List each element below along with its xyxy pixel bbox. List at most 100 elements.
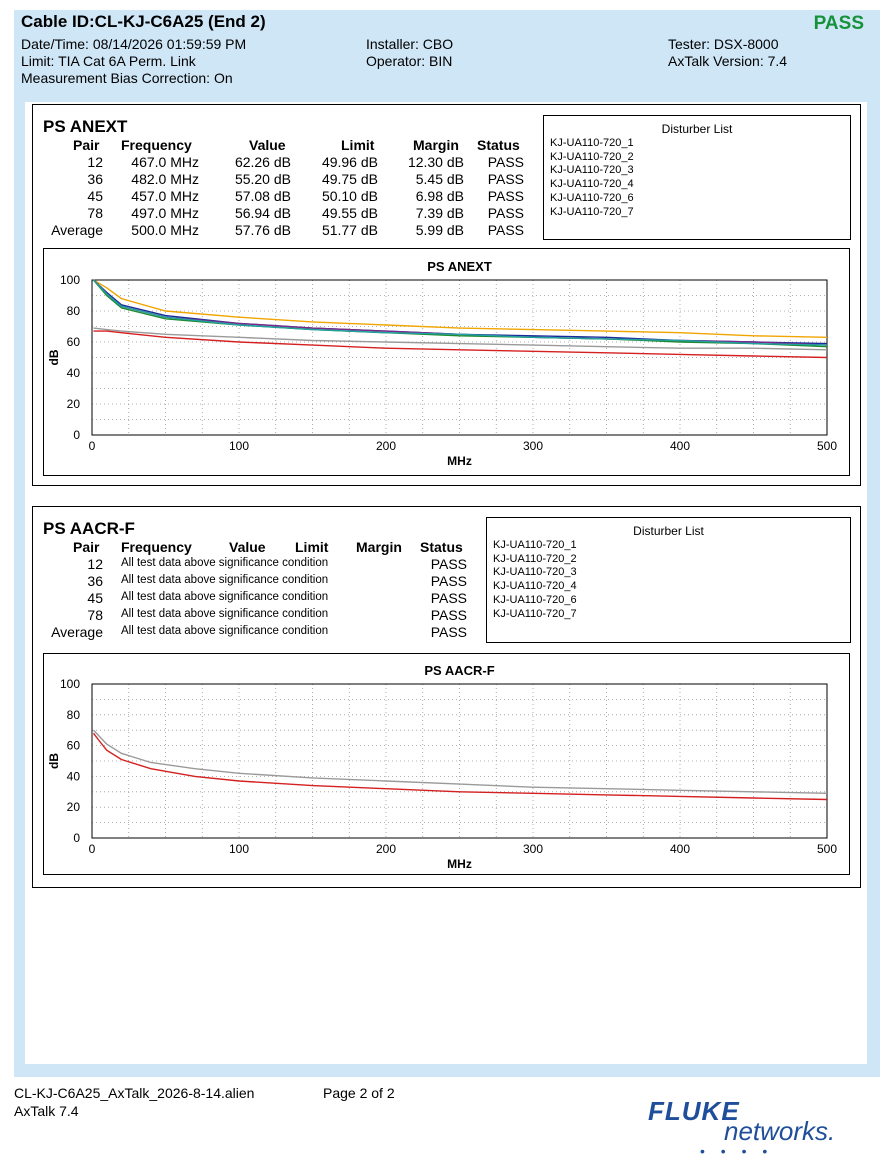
cell-margin: 7.39 dB bbox=[415, 205, 464, 221]
cell-status: PASS bbox=[430, 556, 467, 572]
cell-pair: 36 bbox=[87, 573, 103, 589]
cell-pair: 12 bbox=[87, 154, 103, 170]
cell-limit: 49.55 dB bbox=[321, 205, 378, 221]
x-tick-label: 400 bbox=[670, 842, 690, 856]
chart-grid bbox=[92, 684, 827, 838]
cell-value: 57.08 dB bbox=[234, 188, 291, 204]
cell-value: 55.20 dB bbox=[234, 171, 291, 187]
cell-margin: 5.45 dB bbox=[415, 171, 464, 187]
disturber-item: KJ-UA110-720_2 bbox=[493, 552, 577, 565]
cell-freq: 500.0 MHz bbox=[131, 222, 199, 238]
series-line bbox=[92, 279, 828, 346]
x-tick-label: 500 bbox=[817, 842, 837, 856]
disturber-item: KJ-UA110-720_6 bbox=[550, 191, 634, 204]
y-tick-label: 100 bbox=[60, 273, 80, 287]
cable-id-title: Cable ID:CL-KJ-C6A25 (End 2) bbox=[21, 12, 266, 31]
cell-status: PASS bbox=[430, 607, 467, 623]
col-frequency: Frequency bbox=[121, 539, 192, 555]
series-line bbox=[92, 732, 828, 801]
col-limit: Limit bbox=[295, 539, 329, 555]
col-value: Value bbox=[249, 137, 286, 153]
y-tick-label: 80 bbox=[67, 708, 81, 722]
col-pair: Pair bbox=[73, 137, 100, 153]
cell-status: PASS bbox=[487, 171, 524, 187]
anext-disturber-list: Disturber List KJ-UA110-720_1 KJ-UA110-72… bbox=[543, 115, 851, 240]
limit-label: Limit: TIA Cat 6A Perm. Link bbox=[21, 53, 196, 69]
cell-freq: 457.0 MHz bbox=[131, 188, 199, 204]
col-status: Status bbox=[477, 137, 520, 153]
cell-note: All test data above significance conditi… bbox=[121, 591, 329, 603]
cell-status: PASS bbox=[430, 573, 467, 589]
cell-status: PASS bbox=[487, 188, 524, 204]
cell-freq: 482.0 MHz bbox=[131, 171, 199, 187]
operator-label: Operator: BIN bbox=[366, 53, 453, 69]
disturber-item: KJ-UA110-720_4 bbox=[550, 178, 634, 191]
x-axis-label: MHz bbox=[447, 857, 472, 871]
x-tick-label: 200 bbox=[376, 439, 396, 453]
fluke-logo-text: FLUKE bbox=[648, 1096, 740, 1126]
cell-pair: 78 bbox=[87, 205, 103, 221]
y-tick-label: 0 bbox=[73, 831, 80, 845]
axtalk-version-label: AxTalk Version: 7.4 bbox=[668, 53, 788, 69]
cell-pair: 78 bbox=[87, 607, 103, 623]
y-tick-label: 60 bbox=[67, 335, 81, 349]
x-tick-label: 200 bbox=[376, 842, 396, 856]
y-tick-label: 100 bbox=[60, 677, 80, 691]
tester-label: Tester: DSX-8000 bbox=[668, 36, 779, 52]
aacr-panel: PS AACR-F Pair Frequency Value Limit Mar… bbox=[32, 506, 861, 888]
cell-note: All test data above significance conditi… bbox=[121, 574, 329, 586]
disturber-item: KJ-UA110-720_4 bbox=[493, 580, 577, 593]
disturber-item: KJ-UA110-720_2 bbox=[550, 150, 634, 163]
cell-status: PASS bbox=[487, 222, 524, 238]
x-tick-label: 0 bbox=[89, 842, 96, 856]
cell-value: 57.76 dB bbox=[234, 222, 291, 238]
cell-margin: 12.30 dB bbox=[407, 154, 464, 170]
overall-result-badge: PASS bbox=[813, 13, 864, 34]
installer-label: Installer: CBO bbox=[366, 36, 454, 52]
x-tick-label: 0 bbox=[89, 439, 96, 453]
cell-status: PASS bbox=[487, 205, 524, 221]
cell-pair: 45 bbox=[87, 590, 103, 606]
series-line bbox=[92, 729, 828, 794]
aacr-title: PS AACR-F bbox=[43, 519, 135, 538]
cell-pair: Average bbox=[51, 222, 103, 238]
cell-limit: 49.96 dB bbox=[321, 154, 378, 170]
y-axis-label: dB bbox=[47, 349, 61, 365]
col-margin: Margin bbox=[413, 137, 459, 153]
col-value: Value bbox=[229, 539, 266, 555]
y-tick-label: 40 bbox=[67, 366, 81, 380]
y-tick-label: 40 bbox=[67, 769, 81, 783]
y-tick-label: 80 bbox=[67, 304, 81, 318]
disturber-list-title: Disturber List bbox=[661, 122, 733, 136]
y-tick-label: 20 bbox=[67, 397, 81, 411]
cell-freq: 497.0 MHz bbox=[131, 205, 199, 221]
chart-title: PS ANEXT bbox=[427, 259, 492, 274]
cell-limit: 50.10 dB bbox=[321, 188, 378, 204]
y-tick-label: 0 bbox=[73, 428, 80, 442]
cell-note: All test data above significance conditi… bbox=[121, 557, 329, 569]
x-tick-label: 300 bbox=[523, 842, 543, 856]
disturber-item: KJ-UA110-720_1 bbox=[550, 137, 634, 149]
cell-pair: Average bbox=[51, 624, 103, 640]
anext-title: PS ANEXT bbox=[43, 117, 128, 136]
x-axis-label: MHz bbox=[447, 454, 472, 468]
x-tick-label: 100 bbox=[229, 439, 249, 453]
cell-status: PASS bbox=[487, 154, 524, 170]
bias-label: Measurement Bias Correction: On bbox=[21, 70, 233, 86]
disturber-item: KJ-UA110-720_3 bbox=[550, 164, 634, 177]
cell-margin: 5.99 dB bbox=[415, 222, 464, 238]
cell-pair: 12 bbox=[87, 556, 103, 572]
x-tick-label: 400 bbox=[670, 439, 690, 453]
disturber-item: KJ-UA110-720_1 bbox=[493, 539, 577, 551]
x-tick-label: 300 bbox=[523, 439, 543, 453]
cell-note: All test data above significance conditi… bbox=[121, 608, 329, 620]
footer-page-number: Page 2 of 2 bbox=[323, 1085, 395, 1101]
disturber-item: KJ-UA110-720_7 bbox=[493, 607, 577, 620]
cell-freq: 467.0 MHz bbox=[131, 154, 199, 170]
anext-chart-svg: PS ANEXT 0 20 40 60 80 100 0 100 200 300 400 500 MHz d… bbox=[47, 259, 837, 468]
col-margin: Margin bbox=[356, 539, 402, 555]
aacr-chart-svg: PS AACR-F 0 20 40 60 80 100 0 100 200 300 400 500 MHz… bbox=[47, 663, 837, 871]
cell-limit: 51.77 dB bbox=[321, 222, 378, 238]
cell-pair: 36 bbox=[87, 171, 103, 187]
aacr-chart: PS AACR-F 0 20 40 60 80 100 0 100 200 300 400 500 MHz… bbox=[43, 653, 850, 875]
